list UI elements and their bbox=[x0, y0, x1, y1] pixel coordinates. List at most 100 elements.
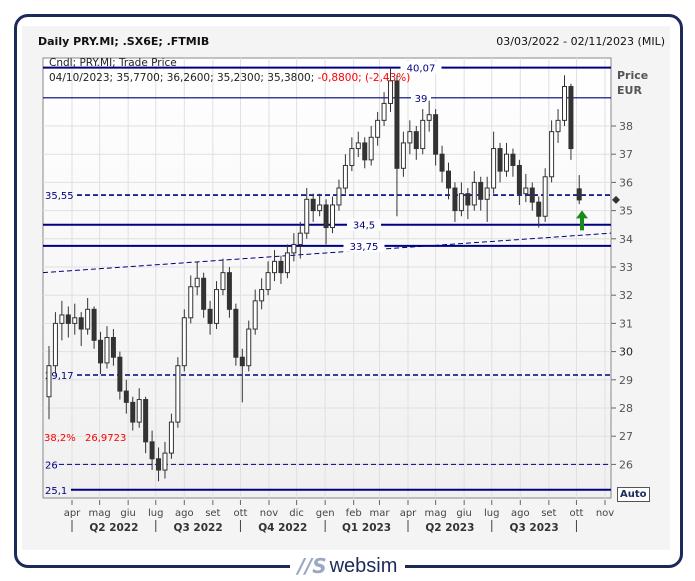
candle-body bbox=[65, 314, 71, 324]
candle-body bbox=[143, 399, 149, 443]
y-tick-label: 35 bbox=[619, 205, 633, 218]
candle bbox=[239, 348, 245, 403]
x-tick-label: mag bbox=[425, 508, 447, 519]
level-label: 34,5 bbox=[353, 221, 375, 232]
candle-body bbox=[497, 148, 503, 172]
candle-body bbox=[484, 187, 490, 200]
candle bbox=[381, 92, 387, 126]
candle-body bbox=[226, 272, 232, 310]
candle-body bbox=[59, 314, 65, 324]
candle bbox=[252, 289, 258, 335]
legend-series: Cndl; PRY.MI; Trade Price bbox=[49, 57, 177, 69]
auto-scale-button[interactable]: Auto bbox=[617, 487, 650, 502]
candle bbox=[265, 261, 271, 296]
legend-change-pct: (-2,43%) bbox=[365, 72, 410, 84]
quarter-label: Q2 2023 bbox=[425, 522, 474, 534]
candle-body bbox=[123, 390, 129, 403]
level-label-bg bbox=[411, 91, 431, 104]
candle-body bbox=[117, 356, 123, 392]
candle-body bbox=[136, 399, 142, 423]
candle-body bbox=[46, 365, 52, 398]
candle bbox=[355, 131, 361, 158]
candle-body bbox=[510, 153, 516, 166]
candle-body bbox=[549, 131, 555, 178]
candle-body bbox=[368, 136, 374, 161]
date-range: 03/03/2022 - 02/11/2023 (MIL) bbox=[496, 35, 665, 48]
candle bbox=[123, 379, 129, 414]
candle-body bbox=[246, 328, 252, 367]
x-tick-label: ott bbox=[569, 508, 583, 519]
candle-body bbox=[78, 317, 84, 330]
candle-body bbox=[323, 204, 329, 229]
candle bbox=[117, 351, 123, 400]
candle-body bbox=[561, 86, 567, 121]
candle bbox=[104, 326, 110, 369]
candle bbox=[214, 281, 220, 330]
candle bbox=[375, 111, 381, 146]
candle-body bbox=[214, 289, 220, 324]
candle-body bbox=[252, 300, 258, 330]
candle bbox=[555, 109, 561, 143]
candle bbox=[407, 120, 413, 155]
x-tick-label: set bbox=[541, 508, 556, 519]
candle-body bbox=[491, 148, 497, 189]
diamond-marker-icon bbox=[612, 195, 620, 204]
candle-body bbox=[471, 181, 477, 206]
y-tick-label: 29 bbox=[619, 374, 633, 387]
candle bbox=[484, 176, 490, 222]
candle-body bbox=[149, 441, 155, 460]
candle-body bbox=[156, 458, 162, 471]
candle bbox=[207, 300, 213, 335]
level-label: 39 bbox=[415, 94, 428, 105]
x-tick-label: ott bbox=[233, 508, 247, 519]
candle bbox=[446, 162, 452, 200]
candle bbox=[433, 109, 439, 166]
candle-body bbox=[317, 204, 323, 212]
candle-body bbox=[207, 308, 213, 324]
candle-body bbox=[162, 452, 168, 471]
candle-body bbox=[420, 119, 426, 150]
candle-body bbox=[536, 201, 542, 217]
candle-body bbox=[446, 170, 452, 189]
candle bbox=[330, 196, 336, 234]
candle bbox=[52, 312, 58, 375]
candle-body bbox=[52, 322, 58, 367]
candle bbox=[452, 182, 458, 222]
candle-body bbox=[175, 365, 181, 423]
candle bbox=[310, 193, 316, 222]
y-tick-label: 33 bbox=[619, 261, 633, 274]
candle bbox=[46, 345, 52, 420]
candle-body bbox=[181, 317, 187, 367]
candle bbox=[542, 168, 548, 222]
x-tick-label: giu bbox=[456, 508, 471, 519]
candle-body bbox=[523, 187, 529, 195]
candle-body bbox=[233, 308, 239, 358]
candle-body bbox=[407, 131, 413, 144]
candle bbox=[549, 120, 555, 183]
websim-logo: //S websim bbox=[290, 552, 405, 580]
candle-body bbox=[504, 153, 510, 172]
plot-area[interactable] bbox=[42, 57, 612, 499]
candle-body bbox=[104, 337, 110, 364]
x-tick-label: dic bbox=[289, 508, 304, 519]
candle bbox=[284, 244, 290, 279]
candle bbox=[233, 303, 239, 366]
trendline bbox=[42, 232, 612, 274]
candle-body bbox=[426, 114, 432, 121]
candle-body bbox=[375, 119, 381, 138]
candle-body bbox=[439, 153, 445, 172]
candle-body bbox=[194, 277, 200, 288]
candle bbox=[561, 75, 567, 126]
candle bbox=[98, 331, 104, 375]
candle bbox=[426, 100, 432, 132]
candle-body bbox=[413, 131, 419, 150]
candle bbox=[78, 312, 84, 346]
candle bbox=[504, 142, 510, 177]
candle-body bbox=[272, 260, 278, 274]
candle-body bbox=[388, 80, 394, 104]
legend-change: -0,8800; bbox=[318, 72, 362, 84]
candle bbox=[110, 329, 116, 366]
candle bbox=[491, 131, 497, 194]
candle bbox=[85, 298, 91, 335]
